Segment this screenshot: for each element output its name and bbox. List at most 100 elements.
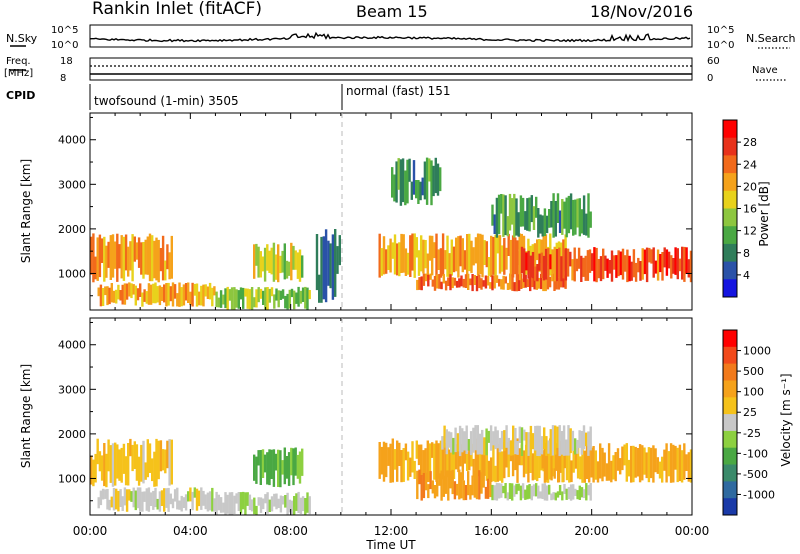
heatmap-cell [440, 470, 443, 501]
heatmap-cell [301, 448, 304, 476]
heatmap-cell [433, 276, 437, 291]
heatmap-cell [484, 275, 488, 289]
heatmap-cell [495, 197, 499, 238]
heatmap-cell [193, 487, 196, 498]
heatmap-cell [522, 278, 525, 288]
heatmap-cell [430, 160, 433, 206]
heatmap-cell [514, 446, 517, 471]
heatmap-cell [444, 280, 448, 291]
heatmap-cell [577, 247, 581, 269]
heatmap-cell [308, 290, 311, 300]
heatmap-cell [275, 288, 278, 301]
heatmap-cell [599, 256, 603, 282]
heatmap-cell [534, 425, 537, 451]
heatmap-cell [506, 282, 510, 290]
heatmap-cell [551, 249, 554, 274]
heatmap-cell [474, 237, 478, 264]
heatmap-cell [553, 247, 557, 282]
heatmap-cell [266, 287, 269, 310]
heatmap-cell [652, 247, 655, 278]
heatmap-cell [450, 239, 453, 276]
heatmap-cell [178, 500, 181, 510]
heatmap-cell [263, 247, 267, 282]
heatmap-cell [526, 279, 530, 287]
heatmap-cell [549, 429, 552, 457]
heatmap-cell [461, 238, 464, 273]
y-tick-label: 2000 [58, 428, 86, 441]
heatmap-cell [380, 446, 383, 475]
heatmap-cell [288, 289, 291, 309]
heatmap-cell [536, 239, 539, 261]
heatmap-cell [536, 444, 539, 482]
colorbar-tick-label: -1000 [743, 488, 775, 501]
heatmap-cell [587, 193, 590, 238]
heatmap-cell [389, 443, 392, 483]
heatmap-cell [422, 273, 426, 286]
heatmap-cell [582, 425, 586, 450]
heatmap-cell [624, 255, 627, 272]
heatmap-cell [281, 289, 285, 299]
heatmap-cell [406, 159, 409, 204]
heatmap-cell [136, 288, 140, 301]
heatmap-cell [641, 445, 644, 481]
heatmap-cell [455, 444, 458, 470]
heatmap-cell [601, 447, 604, 482]
heatmap-cell [496, 430, 499, 449]
heatmap-cell [496, 444, 499, 482]
heatmap-cell [404, 248, 408, 276]
heatmap-cell [608, 260, 611, 274]
heatmap-cell [522, 235, 526, 259]
heatmap-cell [593, 247, 596, 282]
heatmap-cell [540, 274, 543, 290]
heatmap-cell [556, 426, 559, 448]
heatmap-cell [504, 276, 507, 284]
heatmap-cell [103, 236, 106, 282]
heatmap-cell [585, 483, 588, 501]
heatmap-cell [159, 440, 163, 472]
heatmap-cell [257, 450, 260, 466]
heatmap-cell [255, 505, 258, 515]
heatmap-cell [421, 177, 424, 196]
heatmap-cell [171, 498, 175, 509]
heatmap-cell [535, 196, 538, 218]
heatmap-cell [580, 209, 584, 234]
heatmap-cell [587, 485, 590, 496]
heatmap-cell [583, 450, 586, 483]
heatmap-cell [105, 245, 108, 278]
heatmap-cell [273, 493, 276, 507]
heatmap-cell [180, 495, 183, 512]
heatmap-cell [572, 484, 575, 500]
heatmap-cell [586, 250, 590, 281]
heatmap-cell [112, 488, 116, 511]
heatmap-cell [253, 244, 256, 279]
heatmap-cell [483, 240, 486, 265]
freq-label-1: Freq. [6, 56, 31, 67]
heatmap-cell [458, 278, 461, 288]
heatmap-cell [211, 287, 214, 307]
heatmap-cell [393, 174, 396, 202]
velocity-heatmap [90, 425, 693, 515]
heatmap-cell [592, 446, 595, 483]
heatmap-cell [541, 483, 544, 499]
heatmap-cell [121, 496, 124, 511]
heatmap-cell [665, 443, 668, 483]
heatmap-cell [589, 483, 592, 501]
heatmap-cell [459, 235, 462, 267]
heatmap-cell [202, 284, 205, 307]
nsky-right-tick-top: 10^5 [707, 25, 734, 36]
heatmap-cell [127, 246, 130, 277]
heatmap-cell [548, 209, 551, 228]
heatmap-cell [118, 449, 121, 481]
heatmap-cell [487, 460, 491, 479]
x-tick-label: 00:00 [73, 524, 108, 538]
heatmap-cell [515, 483, 518, 495]
heatmap-cell [100, 238, 104, 263]
heatmap-cell [382, 236, 386, 275]
heatmap-cell [457, 440, 460, 473]
heatmap-cell [149, 284, 153, 305]
heatmap-cell [649, 447, 653, 479]
colorbar-tick-label: 8 [743, 247, 750, 260]
heatmap-cell [516, 441, 519, 455]
heatmap-cell [268, 250, 271, 273]
heatmap-cell [518, 448, 521, 466]
